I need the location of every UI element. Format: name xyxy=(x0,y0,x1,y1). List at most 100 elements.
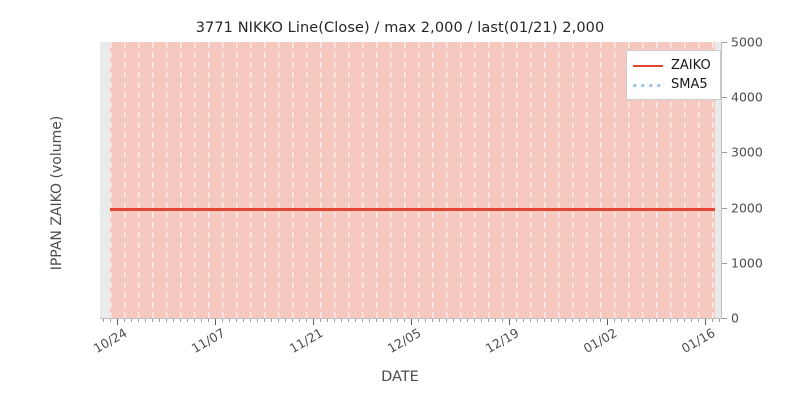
x-tickmark-minor xyxy=(684,319,685,322)
x-tickmark-minor xyxy=(467,319,468,322)
y-axis-label: IPPAN ZAIKO (volume) xyxy=(49,115,65,271)
x-tickmark-minor xyxy=(229,319,230,322)
series-line-zaiko xyxy=(110,208,715,211)
x-tickmark-minor xyxy=(131,319,132,322)
x-tickmark-minor xyxy=(488,319,489,322)
x-tickmark-minor xyxy=(327,319,328,322)
x-tickmark-minor xyxy=(579,319,580,322)
x-tickmark-minor xyxy=(173,319,174,322)
plot-area[interactable] xyxy=(100,42,721,318)
y-tick-2000: 2000 xyxy=(722,200,763,216)
x-tickmark-minor xyxy=(691,319,692,322)
x-tickmark-minor xyxy=(404,319,405,322)
y-tick-5000: 5000 xyxy=(722,34,763,50)
x-tickmark-minor xyxy=(222,319,223,322)
x-tickmark-minor xyxy=(516,319,517,322)
y-tickmark xyxy=(722,318,727,319)
x-tickmark-minor xyxy=(348,319,349,322)
x-tick-label-5: 12/19 xyxy=(482,325,522,357)
x-tickmark-minor xyxy=(285,319,286,322)
x-tickmark-minor xyxy=(390,319,391,322)
chart-title: 3771 NIKKO Line(Close) / max 2,000 / las… xyxy=(195,20,605,36)
legend-label-zaiko: ZAIKO xyxy=(671,58,711,73)
x-tickmark-minor xyxy=(243,319,244,322)
x-tickmark-minor xyxy=(558,319,559,322)
x-axis-label: DATE xyxy=(381,369,419,385)
x-tickmark-minor xyxy=(670,319,671,322)
x-tickmark-minor xyxy=(152,319,153,322)
x-tickmark-minor xyxy=(649,319,650,322)
legend-item-zaiko[interactable]: ZAIKO xyxy=(633,56,714,75)
vertical-gridlines xyxy=(110,42,715,318)
chart-legend[interactable]: ZAIKO SMA5 xyxy=(626,50,721,100)
y-tickmark xyxy=(722,263,727,264)
legend-swatch-zaiko-icon xyxy=(633,61,663,71)
x-tickmark-minor xyxy=(376,319,377,322)
x-tickmark-major xyxy=(705,319,706,325)
x-tickmark-minor xyxy=(621,319,622,322)
y-tick-0: 0 xyxy=(722,310,739,326)
x-tickmark-minor xyxy=(446,319,447,322)
x-tickmark-minor xyxy=(103,319,104,322)
x-tickmark-major xyxy=(215,319,216,325)
y-tick-1000: 1000 xyxy=(722,255,763,271)
legend-swatch-sma5-icon xyxy=(633,80,663,90)
x-tickmark-major xyxy=(411,319,412,325)
x-tickmark-minor xyxy=(369,319,370,322)
x-tickmark-minor xyxy=(600,319,601,322)
y-tick-4000: 4000 xyxy=(722,89,763,105)
axis-spine-bottom xyxy=(100,318,722,319)
x-tickmark-minor xyxy=(544,319,545,322)
x-tickmark-major xyxy=(607,319,608,325)
x-tickmark-minor xyxy=(523,319,524,322)
x-tickmark-minor xyxy=(474,319,475,322)
x-tick-label-2: 11/07 xyxy=(188,325,228,357)
x-tickmark-minor xyxy=(138,319,139,322)
x-tickmark-minor xyxy=(677,319,678,322)
x-tickmark-minor xyxy=(572,319,573,322)
x-tickmark-minor xyxy=(502,319,503,322)
x-tickmark-minor xyxy=(712,319,713,322)
x-tickmark-major xyxy=(509,319,510,325)
x-tickmark-minor xyxy=(432,319,433,322)
x-tick-label-7: 01/16 xyxy=(678,325,718,357)
x-tickmark-minor xyxy=(635,319,636,322)
x-tickmark-minor xyxy=(642,319,643,322)
x-tickmark-minor xyxy=(201,319,202,322)
y-tick-3000: 3000 xyxy=(722,144,763,160)
x-tickmark-minor xyxy=(187,319,188,322)
y-tickmark xyxy=(722,42,727,43)
x-tickmark-minor xyxy=(439,319,440,322)
x-tickmark-minor xyxy=(341,319,342,322)
x-tickmark-minor xyxy=(355,319,356,322)
legend-item-sma5[interactable]: SMA5 xyxy=(633,75,714,94)
x-tickmark-minor xyxy=(124,319,125,322)
x-tickmark-minor xyxy=(628,319,629,322)
x-tick-label-4: 12/05 xyxy=(384,325,424,357)
x-tickmark-minor xyxy=(397,319,398,322)
x-tickmark-minor xyxy=(698,319,699,322)
x-tickmark-minor xyxy=(614,319,615,322)
x-tickmark-minor xyxy=(565,319,566,322)
x-tickmark-minor xyxy=(110,319,111,322)
x-tickmark-major xyxy=(313,319,314,325)
x-tickmark-minor xyxy=(159,319,160,322)
x-tickmark-minor xyxy=(418,319,419,322)
x-tickmark-minor xyxy=(180,319,181,322)
x-tickmark-major xyxy=(117,319,118,325)
legend-label-sma5: SMA5 xyxy=(671,77,708,92)
x-tickmark-minor xyxy=(145,319,146,322)
x-tickmark-minor xyxy=(495,319,496,322)
x-tickmark-minor xyxy=(719,319,720,322)
x-tickmark-minor xyxy=(425,319,426,322)
x-tickmark-minor xyxy=(481,319,482,322)
axis-spine-right xyxy=(721,42,722,319)
x-tickmark-minor xyxy=(334,319,335,322)
x-tickmark-minor xyxy=(551,319,552,322)
x-tickmark-minor xyxy=(194,319,195,322)
x-tickmark-minor xyxy=(306,319,307,322)
x-tickmark-minor xyxy=(208,319,209,322)
x-tickmark-minor xyxy=(383,319,384,322)
x-tickmark-minor xyxy=(453,319,454,322)
